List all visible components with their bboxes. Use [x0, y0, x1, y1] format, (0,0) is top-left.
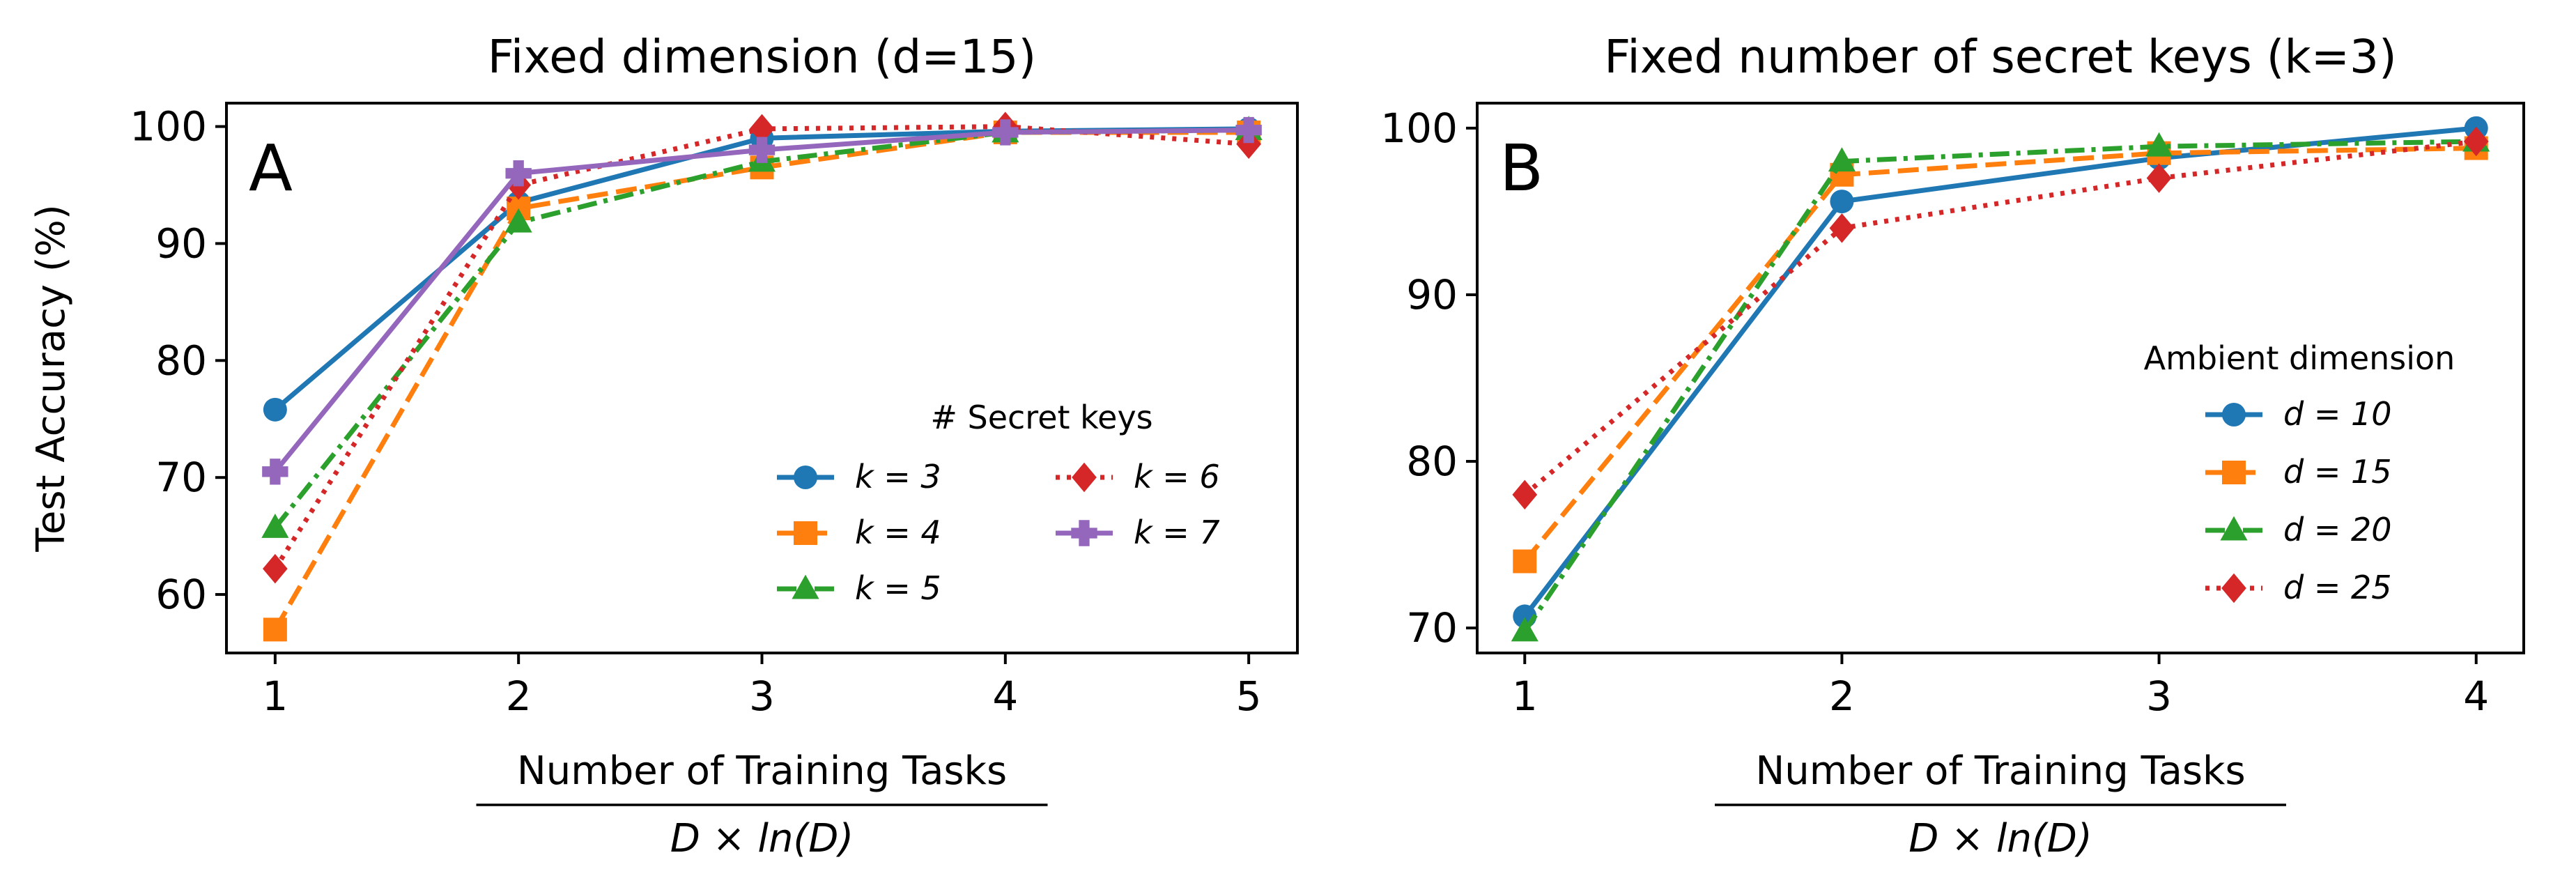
data-point [2463, 126, 2489, 157]
x-axis-label-numerator: Number of Training Tasks [517, 748, 1007, 794]
legend-swatch-marker [794, 466, 817, 489]
legend-label: k = 4 [855, 514, 941, 551]
data-point [992, 119, 1019, 146]
legend-label: d = 20 [2283, 511, 2392, 548]
legend-item: k = 3 [777, 458, 941, 495]
data-point [2145, 132, 2173, 157]
y-tick-label: 90 [155, 220, 207, 267]
y-tick-label: 100 [130, 103, 207, 151]
legend-swatch-marker [2220, 516, 2248, 541]
data-point [748, 137, 776, 163]
data-point [749, 114, 775, 144]
series-line [1522, 146, 2476, 563]
legend-swatch-marker [1072, 462, 1097, 493]
data-point [1512, 479, 1538, 510]
data-point [1830, 190, 1854, 214]
y-tick-label: 100 [1380, 105, 1458, 152]
legend-item: d = 15 [2205, 453, 2392, 491]
data-point [262, 459, 288, 485]
x-tick-label: 1 [262, 672, 288, 720]
legend: Ambient dimension d = 10 d = 15 d = 20 d = 2… [2144, 339, 2455, 606]
x-axis-label-denominator: D × ln(D) [1908, 816, 2092, 861]
series-line [1523, 139, 2477, 497]
series-d=25 [1512, 126, 2489, 510]
chart-panel-a: Fixed dimension (d=15) 1 2 3 4 5 60 70 80 90 100 A N… [29, 30, 1299, 861]
legend-item: k = 6 [1056, 458, 1220, 495]
legend-item: k = 5 [777, 569, 941, 607]
data-point [1829, 213, 1855, 243]
legend-item: k = 4 [777, 514, 941, 551]
legend-label: k = 5 [855, 569, 941, 607]
data-point [263, 553, 288, 584]
series-d=20 [1511, 127, 2490, 642]
y-tick-label: 70 [155, 454, 207, 501]
data-point [504, 208, 532, 233]
chart-title: Fixed number of secret keys (k=3) [1604, 30, 2397, 84]
data-point [263, 397, 287, 422]
y-tick-label: 60 [155, 571, 207, 618]
x-tick-label: 4 [2463, 672, 2489, 720]
legend-swatch-marker [2222, 461, 2246, 484]
legend-label: d = 25 [2283, 569, 2392, 606]
x-axis-label-denominator: D × ln(D) [670, 816, 854, 861]
series-k=6 [263, 112, 1261, 584]
series-line [273, 128, 1249, 530]
x-tick-label: 3 [749, 672, 775, 720]
legend-title: # Secret keys [930, 399, 1152, 436]
data-point [261, 513, 289, 538]
data-point [505, 160, 532, 187]
legend-swatch-marker [794, 521, 817, 545]
data-point [1513, 549, 1537, 574]
series-k=4 [263, 120, 1261, 642]
legend-item: d = 20 [2205, 511, 2392, 548]
chart-title: Fixed dimension (d=15) [488, 30, 1037, 84]
series-line [1522, 139, 2476, 633]
series-k=7 [262, 116, 1262, 485]
data-point [2146, 163, 2172, 193]
legend-item: d = 10 [2205, 395, 2392, 433]
chart-panel-b: Fixed number of secret keys (k=3) 1 2 3 4 70 8… [1380, 30, 2525, 861]
legend: # Secret keys k = 3 k = 4 k = 5 k = 6 k = 7 [777, 399, 1220, 607]
x-tick-label: 1 [1512, 672, 1538, 720]
data-point [1236, 129, 1261, 160]
legend-label: d = 10 [2283, 395, 2392, 433]
legend-swatch-marker [792, 574, 819, 599]
data-point [1511, 617, 1538, 642]
plot-area [1476, 102, 2525, 654]
legend-item: d = 25 [2205, 569, 2392, 606]
legend-swatch-marker [2221, 573, 2246, 603]
x-tick-label: 4 [992, 672, 1018, 720]
data-point [1235, 116, 1262, 144]
panel-label: B [1499, 131, 1543, 206]
legend-title: Ambient dimension [2144, 339, 2455, 377]
x-tick-label: 3 [2146, 672, 2172, 720]
x-axis-label-numerator: Number of Training Tasks [1755, 748, 2245, 794]
legend-item: k = 7 [1056, 514, 1220, 551]
data-point [1828, 147, 1856, 172]
legend-swatch-marker [1071, 520, 1097, 546]
legend-label: d = 15 [2283, 453, 2392, 491]
panel-label: A [249, 131, 293, 206]
y-tick-label: 80 [1406, 438, 1458, 485]
series-line [272, 130, 1249, 631]
plot-area [225, 102, 1299, 654]
x-tick-label: 2 [506, 672, 532, 720]
y-tick-label: 70 [1406, 604, 1458, 652]
legend-label: k = 6 [1134, 458, 1220, 495]
y-tick-label: 90 [1406, 271, 1458, 318]
legend-swatch-marker [2222, 403, 2246, 426]
x-tick-label: 5 [1236, 672, 1262, 720]
legend-label: k = 7 [1134, 514, 1220, 551]
legend-label: k = 3 [855, 458, 941, 495]
y-tick-label: 80 [155, 337, 207, 384]
data-point [263, 617, 287, 642]
x-tick-label: 2 [1829, 672, 1855, 720]
y-axis-label: Test Accuracy (%) [29, 204, 74, 552]
